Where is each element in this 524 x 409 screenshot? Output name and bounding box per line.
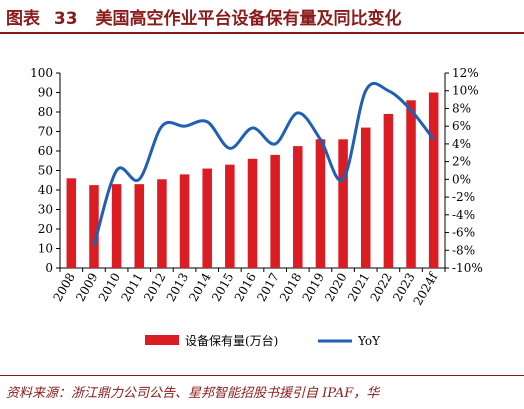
bar-2016 xyxy=(247,158,258,268)
x-tick-label: 2020 xyxy=(322,271,349,304)
yoy-line xyxy=(92,81,435,247)
right-tick-label: -8% xyxy=(452,243,475,257)
bar-2014 xyxy=(202,168,212,268)
bar-2012 xyxy=(157,179,167,268)
left-tick-label: 70 xyxy=(38,125,53,139)
bar-2019 xyxy=(315,139,326,268)
source-divider xyxy=(0,375,524,376)
figure-title: 图表 33 美国高空作业平台设备保有量及同比变化 xyxy=(6,4,518,30)
bar-2013 xyxy=(179,174,190,268)
right-tick-label: 4% xyxy=(452,137,471,151)
bar-2021 xyxy=(360,127,371,268)
legend-swatch-bar xyxy=(145,335,179,345)
right-tick-label: 10% xyxy=(452,84,479,98)
left-tick-label: 80 xyxy=(38,105,53,119)
x-tick-label: 2013 xyxy=(164,271,191,304)
bar-2008 xyxy=(66,178,77,268)
left-tick-label: 30 xyxy=(38,203,53,217)
x-tick-label: 2012 xyxy=(141,271,168,304)
x-tick-label: 2016 xyxy=(232,271,259,304)
bar-2023 xyxy=(406,100,416,268)
x-tick-label: 2010 xyxy=(96,271,123,304)
right-tick-label: 12% xyxy=(452,66,479,80)
x-tick-label: 2009 xyxy=(73,271,100,304)
x-tick-label: 2015 xyxy=(209,271,236,304)
x-tick-label: 2024f xyxy=(411,269,441,308)
left-tick-label: 10 xyxy=(38,242,53,256)
left-tick-label: 50 xyxy=(38,164,53,178)
x-tick-label: 2008 xyxy=(51,271,78,304)
x-tick-label: 2019 xyxy=(300,271,327,304)
x-tick-label: 2022 xyxy=(368,271,395,304)
bar-2018 xyxy=(293,146,303,268)
bar-2024f xyxy=(428,92,439,268)
bar-2022 xyxy=(383,113,394,268)
left-tick-label: 60 xyxy=(38,144,53,158)
figure-title-text: 美国高空作业平台设备保有量及同比变化 xyxy=(95,9,402,29)
right-tick-label: -2% xyxy=(452,190,475,204)
bar-2020 xyxy=(338,139,348,268)
right-tick-label: 8% xyxy=(452,101,471,115)
x-tick-label: 2014 xyxy=(186,270,214,304)
figure-number: 33 xyxy=(53,9,78,29)
left-tick-label: 100 xyxy=(30,66,53,80)
right-tick-label: -6% xyxy=(452,226,475,240)
right-tick-label: 6% xyxy=(452,119,471,133)
left-tick-label: 90 xyxy=(38,86,53,100)
right-tick-label: 2% xyxy=(452,155,471,169)
bar-2010 xyxy=(111,184,122,268)
title-divider xyxy=(0,32,524,34)
right-tick-label: -4% xyxy=(452,208,475,222)
left-tick-label: 0 xyxy=(45,261,53,275)
figure-label: 图表 xyxy=(6,9,40,29)
legend-label-bar: 设备保有量(万台) xyxy=(185,333,278,348)
left-tick-label: 40 xyxy=(38,183,53,197)
bar-2011 xyxy=(134,184,145,268)
x-tick-label: 2018 xyxy=(277,271,304,304)
x-tick-label: 2011 xyxy=(118,271,145,304)
combo-chart: 0 10 20 30 40 50 60 70 80 90 100 -10% -8% -6% -4% -2% 0%… xyxy=(30,66,483,348)
source-note: 资料来源：浙江鼎力公司公告、星邦智能招股书援引自 IPAF，华 xyxy=(6,386,380,401)
bar-2009 xyxy=(89,185,99,268)
right-tick-label: -10% xyxy=(452,261,483,275)
x-tick-label: 2017 xyxy=(254,271,281,304)
bar-2017 xyxy=(270,154,280,268)
left-tick-label: 20 xyxy=(38,222,53,236)
bar-2015 xyxy=(225,164,235,268)
legend-label-line: YoY xyxy=(357,334,381,348)
x-tick-label: 2021 xyxy=(345,271,372,304)
right-tick-label: 0% xyxy=(452,172,471,186)
